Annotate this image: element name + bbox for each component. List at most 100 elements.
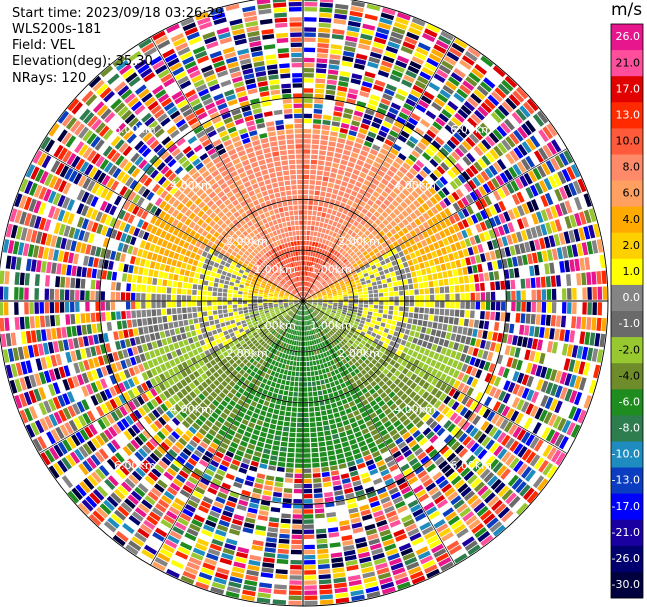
velocity-gate — [569, 330, 576, 343]
velocity-gate — [402, 261, 409, 268]
velocity-gate — [337, 137, 346, 144]
velocity-gate — [328, 64, 340, 70]
velocity-gate — [303, 144, 311, 149]
velocity-gate — [362, 269, 368, 274]
velocity-gate — [377, 245, 384, 251]
velocity-gate — [382, 283, 388, 288]
velocity-gate — [353, 110, 364, 117]
velocity-gate — [404, 36, 418, 46]
velocity-gate — [444, 124, 455, 135]
velocity-gate — [381, 191, 389, 198]
velocity-gate — [359, 38, 372, 46]
velocity-gate — [438, 279, 444, 287]
velocity-gate — [419, 301, 425, 307]
velocity-gate — [366, 247, 372, 253]
velocity-gate — [341, 398, 348, 405]
velocity-gate — [325, 192, 332, 198]
velocity-gate — [442, 84, 454, 95]
velocity-gate — [328, 177, 336, 183]
velocity-gate — [521, 123, 532, 136]
velocity-gate — [425, 148, 435, 157]
velocity-gate — [348, 195, 356, 202]
velocity-gate — [319, 594, 333, 600]
velocity-gate — [428, 259, 435, 267]
velocity-gate — [328, 282, 333, 286]
velocity-gate — [566, 274, 572, 286]
velocity-gate — [314, 242, 319, 247]
velocity-gate — [444, 218, 452, 227]
velocity-gate — [529, 265, 535, 277]
velocity-gate — [288, 442, 295, 448]
velocity-gate — [465, 227, 473, 237]
velocity-gate — [377, 170, 386, 177]
velocity-gate — [469, 310, 475, 319]
velocity-gate — [305, 276, 307, 281]
velocity-gate — [422, 152, 432, 161]
velocity-gate — [354, 197, 361, 204]
velocity-gate — [360, 226, 367, 233]
velocity-gate — [367, 153, 376, 161]
velocity-gate — [536, 110, 549, 124]
velocity-gate — [330, 260, 335, 266]
velocity-gate — [334, 227, 340, 233]
velocity-gate — [412, 163, 421, 173]
velocity-gate — [456, 231, 464, 241]
velocity-gate — [349, 156, 357, 164]
velocity-gate — [355, 137, 364, 145]
velocity-gate — [310, 432, 317, 438]
velocity-gate — [405, 254, 412, 261]
velocity-gate — [316, 216, 321, 222]
velocity-gate — [313, 391, 318, 397]
velocity-gate — [299, 367, 303, 372]
velocity-gate — [303, 463, 311, 468]
velocity-gate — [330, 287, 336, 290]
velocity-gate — [321, 124, 330, 131]
velocity-gate — [320, 287, 325, 291]
velocity-gate — [378, 195, 386, 202]
velocity-gate — [385, 83, 397, 92]
velocity-gate — [405, 341, 412, 348]
velocity-gate — [312, 295, 317, 298]
velocity-gate — [329, 274, 334, 279]
velocity-gate — [341, 441, 350, 448]
velocity-gate — [570, 164, 581, 178]
velocity-gate — [317, 436, 325, 442]
velocity-gate — [489, 217, 497, 228]
velocity-gate — [243, 310, 249, 314]
velocity-gate — [371, 264, 377, 270]
velocity-gate — [392, 161, 401, 169]
velocity-gate — [389, 305, 394, 311]
velocity-gate — [465, 136, 476, 148]
velocity-gate — [328, 419, 336, 425]
velocity-gate — [313, 108, 323, 114]
velocity-gate — [418, 206, 426, 214]
velocity-gate — [355, 105, 365, 113]
velocity-gate — [262, 490, 272, 496]
velocity-gate — [334, 8, 348, 15]
velocity-gate — [312, 236, 317, 242]
velocity-gate — [540, 276, 546, 288]
velocity-gate — [277, 420, 284, 426]
velocity-gate — [318, 369, 323, 375]
velocity-gate — [81, 324, 87, 335]
velocity-gate — [367, 187, 375, 195]
velocity-gate — [310, 366, 314, 371]
velocity-gate — [431, 183, 441, 192]
velocity-gate — [344, 246, 350, 252]
velocity-gate — [448, 317, 454, 325]
velocity-gate — [351, 271, 357, 276]
velocity-gate — [490, 291, 496, 301]
velocity-gate — [307, 297, 312, 300]
velocity-gate — [260, 572, 274, 579]
velocity-gate — [402, 188, 410, 197]
velocity-gate — [303, 195, 309, 200]
velocity-gate — [408, 117, 419, 126]
velocity-gate — [336, 373, 342, 380]
velocity-gate — [313, 478, 322, 483]
velocity-gate — [361, 184, 369, 191]
velocity-gate — [422, 275, 428, 282]
velocity-gate — [464, 50, 478, 62]
velocity-gate — [325, 89, 336, 95]
velocity-gate — [291, 371, 296, 376]
velocity-gate — [332, 407, 339, 413]
